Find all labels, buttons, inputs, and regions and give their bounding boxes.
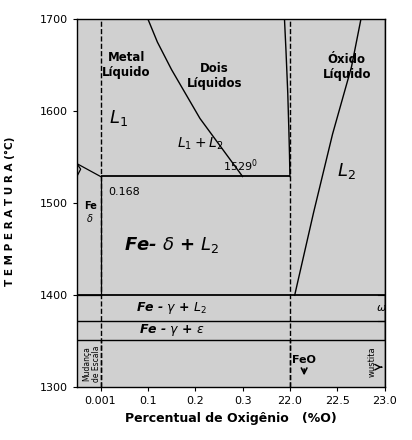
Text: wustita: wustita xyxy=(368,346,377,377)
Text: Metal
Líquido: Metal Líquido xyxy=(102,51,151,79)
Text: FeO: FeO xyxy=(292,355,316,365)
Text: $L_1$: $L_1$ xyxy=(109,109,128,128)
Text: Dois
Líquidos: Dois Líquidos xyxy=(186,62,242,90)
Text: 0.168: 0.168 xyxy=(109,187,140,197)
Text: Mudança
de Escala: Mudança de Escala xyxy=(83,345,101,382)
Text: Fe- $\delta$ + $L_2$: Fe- $\delta$ + $L_2$ xyxy=(124,235,219,255)
Text: $\omega$: $\omega$ xyxy=(376,303,387,313)
Text: Fe - $\gamma$ + $\varepsilon$: Fe - $\gamma$ + $\varepsilon$ xyxy=(139,323,204,338)
Text: $L_2$: $L_2$ xyxy=(337,161,356,181)
Text: T E M P E R A T U R A (°C): T E M P E R A T U R A (°C) xyxy=(5,136,15,286)
Text: Óxido
Líquido: Óxido Líquido xyxy=(323,53,371,81)
Text: Fe - $\gamma$ + $L_2$: Fe - $\gamma$ + $L_2$ xyxy=(136,300,207,316)
Text: $1529^0$: $1529^0$ xyxy=(223,157,258,174)
Text: $L_1 + L_2$: $L_1 + L_2$ xyxy=(177,135,223,151)
X-axis label: Percentual de Oxigênio   (%O): Percentual de Oxigênio (%O) xyxy=(125,412,337,425)
Text: Fe
$\delta$: Fe $\delta$ xyxy=(84,201,96,224)
